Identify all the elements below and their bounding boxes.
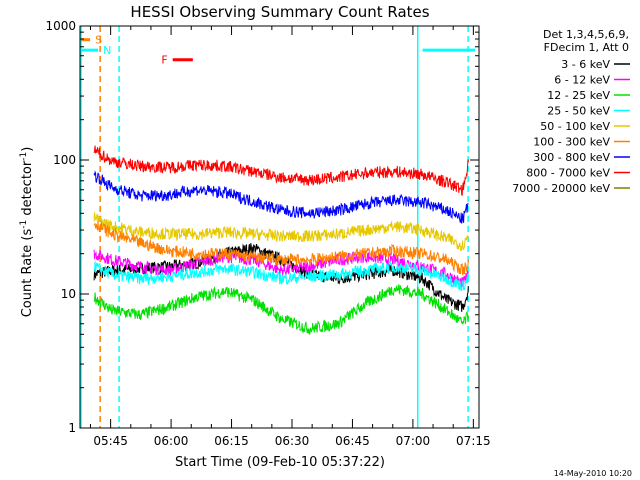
flag-bars: SN F (81, 34, 475, 67)
axes: 1 10 100 1000 05:45 06:00 06:15 06:30 06:45 07:00… (45, 19, 490, 448)
series-line (93, 145, 469, 196)
series-line (93, 284, 469, 335)
legend-label: 800 - 7000 keV (526, 167, 610, 180)
chart-title: HESSI Observing Summary Count Rates (130, 3, 429, 21)
x-tick-label: 06:45 (335, 434, 370, 448)
y-axis-label-sup1: -1 (19, 220, 29, 229)
legend-label: 3 - 6 keV (561, 58, 610, 71)
flag-label: F (161, 54, 167, 67)
flag-label: N (103, 44, 111, 57)
x-tick-label: 05:45 (93, 434, 128, 448)
y-axis-label-sup2: -1 (19, 152, 29, 161)
legend-header-2: FDecim 1, Att 0 (544, 41, 629, 54)
legend-label: 7000 - 20000 keV (512, 182, 610, 195)
legend-label: 6 - 12 keV (554, 74, 610, 87)
y-tick-label: 1000 (45, 19, 76, 33)
legend-label: 25 - 50 keV (547, 105, 610, 118)
plot-frame (79, 25, 480, 429)
series-lines (93, 145, 469, 335)
y-tick-label: 100 (53, 153, 76, 167)
y-axis-label-mid: detector (20, 160, 35, 220)
flag-label: S (95, 34, 102, 47)
y-axis-label: Count Rate (s-1 detector-1) (19, 147, 35, 318)
legend-label: 100 - 300 keV (533, 136, 610, 149)
x-tick-label: 06:15 (214, 434, 249, 448)
legend-header-1: Det 1,3,4,5,6,9, (543, 28, 629, 41)
series-line (93, 212, 469, 252)
x-tick-label: 07:00 (396, 434, 431, 448)
x-tick-label: 06:00 (154, 434, 189, 448)
y-axis-label-end: ) (20, 147, 35, 152)
legend: Det 1,3,4,5,6,9, FDecim 1, Att 0 3 - 6 k… (512, 28, 630, 195)
legend-label: 50 - 100 keV (540, 120, 610, 133)
x-tick-label: 07:15 (456, 434, 491, 448)
legend-label: 300 - 800 keV (533, 151, 610, 164)
y-tick-label: 1 (68, 421, 76, 435)
x-tick-label: 06:30 (275, 434, 310, 448)
series-line (93, 170, 469, 224)
legend-label: 12 - 25 keV (547, 89, 610, 102)
x-axis-label: Start Time (09-Feb-10 05:37:22) (175, 455, 385, 470)
y-axis-label-main: Count Rate (s (20, 229, 35, 318)
y-tick-label: 10 (61, 287, 76, 301)
series-line (94, 260, 469, 292)
series-line (93, 220, 469, 276)
footer-date: 14-May-2010 10:20 (554, 469, 632, 478)
